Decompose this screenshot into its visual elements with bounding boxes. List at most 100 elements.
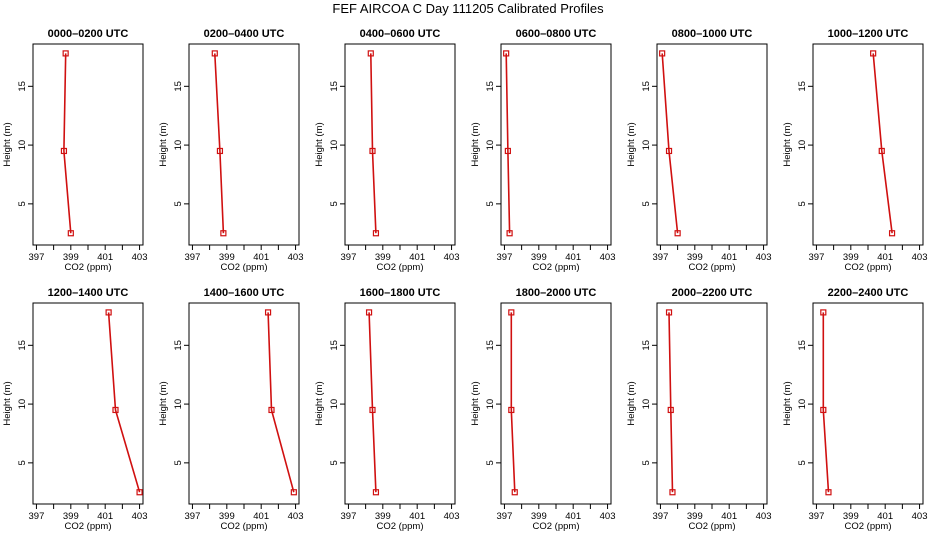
x-axis-label: CO2 (ppm) (65, 521, 112, 532)
data-point (112, 406, 119, 414)
x-tick-label: 399 (375, 252, 391, 263)
y-tick-label: 5 (797, 201, 808, 206)
profile-line (510, 312, 516, 493)
x-tick-label: 399 (219, 252, 235, 263)
x-tick-label: 399 (531, 252, 547, 263)
x-tick-label: 399 (375, 511, 391, 522)
profile-line (368, 312, 377, 493)
x-tick-label: 399 (687, 511, 703, 522)
profile-panel: 2000–2200 UTC 397 399 401 403 5 10 15 CO2 (ppm) H… (626, 287, 771, 532)
y-tick-label: 15 (173, 81, 184, 92)
x-tick-label: 397 (497, 511, 513, 522)
data-point (820, 406, 827, 414)
x-tick-label: 401 (97, 511, 113, 522)
x-tick-label: 397 (341, 252, 357, 263)
profile-panel: 2200–2400 UTC 397 399 401 403 5 10 15 CO2 (ppm) H… (782, 287, 927, 532)
data-point (372, 230, 380, 237)
x-tick-label: 397 (185, 252, 201, 263)
y-tick-label: 5 (485, 201, 496, 206)
panel-title: 0800–1000 UTC (672, 28, 753, 40)
y-axis-label: Height (m) (782, 122, 793, 166)
panel-title: 1000–1200 UTC (828, 28, 909, 40)
x-axis-label: CO2 (ppm) (533, 262, 580, 273)
x-tick-label: 397 (809, 511, 825, 522)
y-tick-label: 5 (641, 201, 652, 206)
data-point (825, 489, 832, 496)
x-tick-label: 401 (565, 511, 581, 522)
y-tick-label: 10 (797, 399, 808, 410)
panel-title: 0000–0200 UTC (48, 28, 129, 40)
panel-title: 1800–2000 UTC (516, 287, 597, 299)
y-tick-label: 10 (329, 140, 340, 151)
x-tick-label: 399 (63, 511, 79, 522)
data-point (674, 230, 681, 237)
y-axis-label: Height (m) (470, 381, 481, 425)
x-tick-label: 397 (653, 252, 669, 263)
y-tick-label: 15 (641, 340, 652, 351)
x-tick-label: 403 (756, 252, 772, 263)
y-axis-label: Height (m) (470, 122, 481, 166)
panel-title: 0200–0400 UTC (204, 28, 285, 40)
y-tick-label: 15 (485, 340, 496, 351)
y-tick-label: 5 (329, 201, 340, 206)
y-tick-label: 15 (797, 340, 808, 351)
data-point (264, 309, 272, 316)
profile-panel: 0600–0800 UTC 397 399 401 403 5 10 15 CO2 (ppm) H… (470, 28, 615, 273)
x-tick-label: 403 (132, 252, 148, 263)
profile-line (63, 53, 72, 234)
profile-panel: 0000–0200 UTC 397 399 401 403 5 10 15 CO2 (ppm) H… (2, 28, 147, 273)
x-tick-label: 397 (185, 511, 201, 522)
y-tick-label: 5 (17, 201, 28, 206)
y-tick-label: 10 (329, 399, 340, 410)
x-tick-label: 399 (219, 511, 235, 522)
y-tick-label: 10 (797, 140, 808, 151)
y-axis-label: Height (m) (626, 122, 637, 166)
x-axis-label: CO2 (ppm) (221, 262, 268, 273)
plot-frame (32, 43, 144, 246)
panel-title: 2000–2200 UTC (672, 287, 753, 299)
x-tick-label: 399 (531, 511, 547, 522)
y-tick-label: 15 (17, 81, 28, 92)
data-point (220, 230, 227, 237)
data-point (888, 230, 896, 237)
x-tick-label: 401 (721, 511, 737, 522)
x-tick-label: 397 (341, 511, 357, 522)
y-tick-label: 5 (173, 460, 184, 465)
profile-line (214, 53, 225, 234)
y-axis-label: Height (m) (314, 122, 325, 166)
plot-frame (500, 302, 612, 505)
profile-line (872, 53, 893, 234)
x-tick-label: 403 (444, 511, 460, 522)
profile-line (370, 53, 377, 234)
plot-frame (812, 302, 924, 505)
y-axis-label: Height (m) (2, 381, 13, 425)
profile-panel: 1800–2000 UTC 397 399 401 403 5 10 15 CO2 (ppm) H… (470, 287, 615, 532)
plot-frame (188, 302, 300, 505)
data-point (105, 309, 112, 316)
x-tick-label: 403 (600, 511, 616, 522)
x-tick-label: 399 (687, 252, 703, 263)
y-tick-label: 10 (17, 140, 28, 151)
panel-title: 0600–0800 UTC (516, 28, 597, 40)
x-axis-label: CO2 (ppm) (689, 521, 736, 532)
x-tick-label: 397 (497, 252, 513, 263)
data-point (669, 489, 676, 496)
y-tick-label: 10 (173, 399, 184, 410)
data-point (503, 50, 510, 57)
y-axis-label: Height (m) (2, 122, 13, 166)
profile-line (822, 312, 830, 493)
x-tick-label: 401 (97, 252, 113, 263)
y-tick-label: 10 (173, 140, 184, 151)
x-axis-label: CO2 (ppm) (533, 521, 580, 532)
x-tick-label: 403 (132, 511, 148, 522)
profile-panel: 1400–1600 UTC 397 399 401 403 5 10 15 CO2 (ppm) H… (158, 287, 303, 532)
y-tick-label: 15 (797, 81, 808, 92)
x-tick-label: 401 (409, 511, 425, 522)
x-tick-label: 401 (877, 252, 893, 263)
x-axis-label: CO2 (ppm) (845, 262, 892, 273)
panel-title: 1600–1800 UTC (360, 287, 441, 299)
y-axis-label: Height (m) (158, 381, 169, 425)
profile-line (107, 312, 141, 493)
